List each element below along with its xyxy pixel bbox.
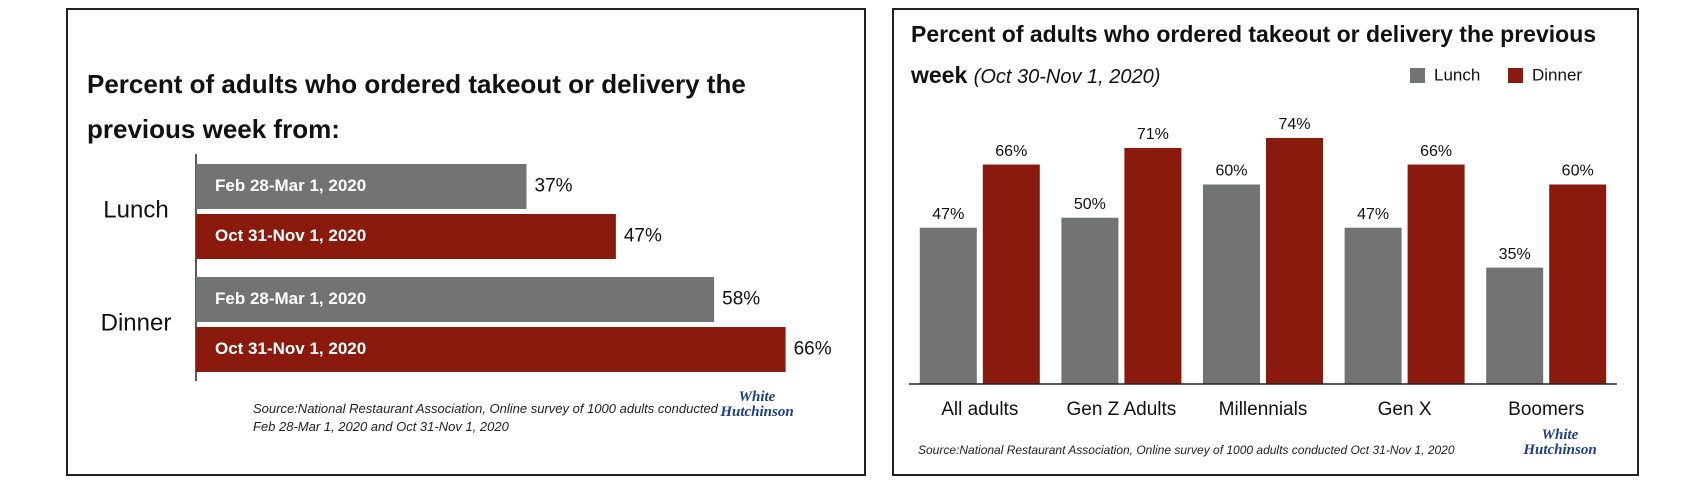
value-label: 47%: [1357, 206, 1389, 223]
value-label: 35%: [1499, 246, 1531, 263]
value-label: 37%: [535, 176, 573, 197]
bar: [1407, 164, 1465, 384]
x-tick-label: Millennials: [1219, 399, 1308, 420]
value-label: 60%: [1215, 163, 1247, 180]
bar: [982, 164, 1040, 384]
legend-swatch: [1410, 68, 1425, 83]
logo-text: White: [738, 389, 776, 405]
value-label: 47%: [624, 226, 662, 247]
chart-title: Percent of adults who ordered takeout or…: [911, 21, 1597, 88]
bar-label: Feb 28-Mar 1, 2020: [215, 176, 366, 195]
bar: [196, 164, 527, 209]
panel: [66, 8, 866, 476]
bar: [1061, 217, 1119, 384]
logo: White Hutchinson: [1515, 428, 1605, 458]
source: Source:National Restaurant Association, …: [253, 401, 718, 434]
panel: [892, 8, 1639, 476]
source: Source:National Restaurant Association, …: [918, 443, 1455, 457]
value-label: 66%: [1420, 143, 1452, 160]
x-tick-label: All adults: [941, 399, 1018, 420]
legend-label: Dinner: [1532, 65, 1582, 84]
bar-label: Oct 31-Nov 1, 2020: [215, 339, 366, 358]
x-tick-label: Gen X: [1378, 399, 1432, 420]
x-tick-label: Gen Z Adults: [1066, 399, 1176, 420]
value-label: 47%: [932, 206, 964, 223]
value-label: 74%: [1278, 116, 1310, 133]
chart-title-block: Percent of adults who ordered takeout or…: [911, 14, 1601, 98]
chart-subtitle: (Oct 30-Nov 1, 2020): [973, 66, 1161, 88]
value-label: 66%: [794, 339, 832, 360]
value-label: 58%: [722, 289, 760, 310]
bar: [196, 214, 616, 259]
bar: [196, 277, 715, 322]
bar: [1266, 137, 1323, 384]
logo: White Hutchinson: [712, 390, 802, 420]
bar-label: Oct 31-Nov 1, 2020: [215, 226, 366, 245]
logo-text: White: [1541, 427, 1579, 443]
bar: [1203, 184, 1260, 384]
value-label: 66%: [995, 143, 1027, 160]
logo-text: Hutchinson: [1523, 442, 1597, 458]
bar: [196, 327, 786, 372]
value-label: 60%: [1562, 163, 1594, 180]
category-label: Dinner: [101, 309, 172, 336]
legend-swatch: [1508, 68, 1523, 83]
legend-label: Lunch: [1434, 65, 1480, 84]
value-label: 50%: [1074, 196, 1106, 213]
bar: [1486, 267, 1544, 384]
bar: [1124, 147, 1182, 384]
x-tick-label: Boomers: [1508, 399, 1584, 420]
bar: [1549, 184, 1607, 384]
bar-label: Feb 28-Mar 1, 2020: [215, 289, 366, 308]
chart-title: Percent of adults who ordered takeout or…: [87, 69, 746, 144]
value-label: 71%: [1137, 126, 1169, 143]
category-label: Lunch: [103, 196, 168, 223]
bar: [1344, 227, 1402, 384]
logo-text: Hutchinson: [720, 404, 794, 420]
bar: [919, 227, 977, 384]
